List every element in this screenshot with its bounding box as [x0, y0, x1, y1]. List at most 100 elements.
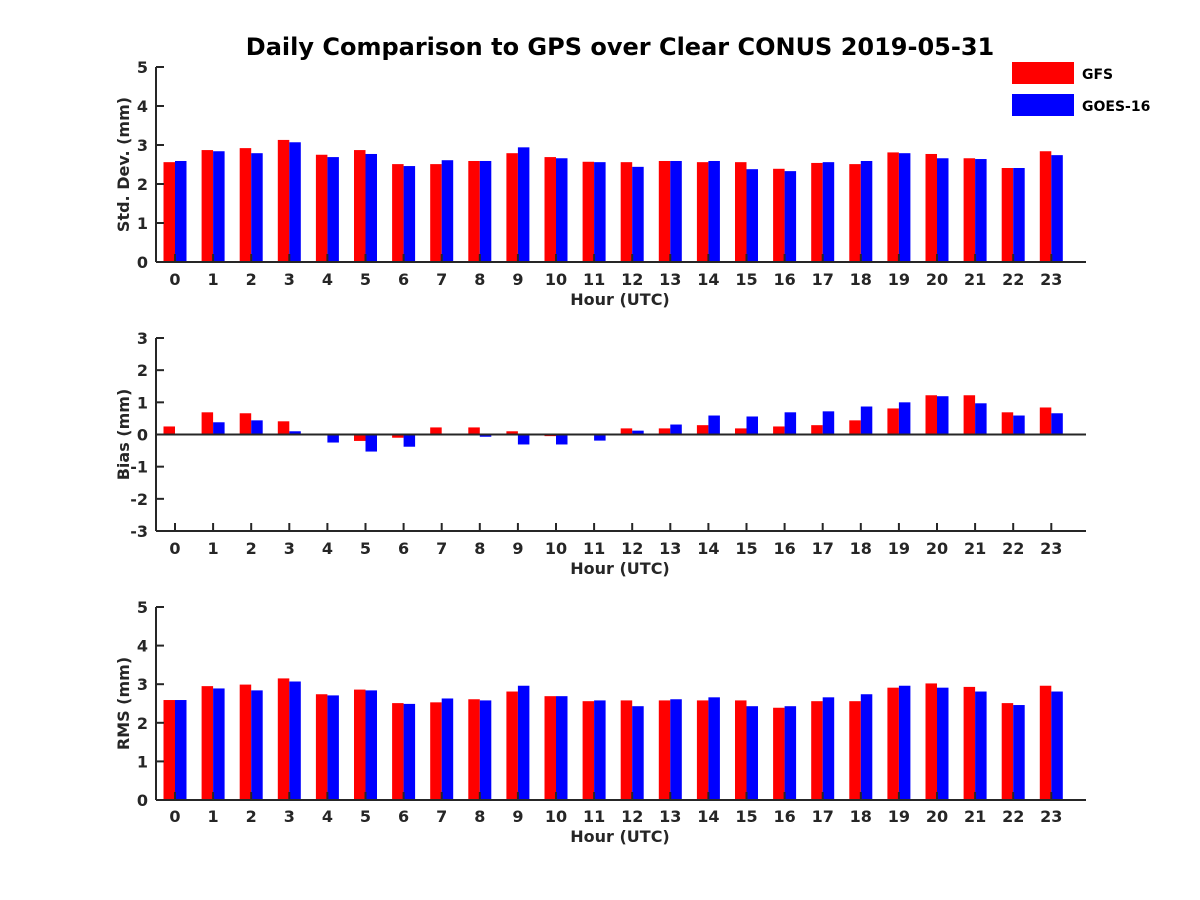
- x-tick-label: 16: [773, 539, 795, 558]
- bar-gfs-hour-8: [468, 427, 480, 435]
- x-tick-label: 11: [583, 539, 605, 558]
- bar-goes16-hour-7: [441, 698, 454, 800]
- x-tick-label: 14: [697, 539, 719, 558]
- bar-goes16-hour-0: [175, 160, 187, 262]
- bar-goes16-hour-21: [975, 403, 987, 435]
- x-tick-label: 15: [735, 270, 757, 289]
- x-tick-label: 12: [621, 807, 643, 826]
- y-tick-label: 2: [137, 714, 148, 733]
- x-tick-label: 17: [812, 807, 834, 826]
- x-tick-label: 14: [697, 807, 719, 826]
- x-tick-label: 2: [246, 539, 257, 558]
- bar-gfs-hour-11: [582, 701, 595, 800]
- legend: GFS GOES-16: [1012, 62, 1150, 116]
- x-tick-label: 2: [246, 270, 257, 289]
- bar-gfs-hour-15: [735, 162, 747, 262]
- bar-goes16-hour-21: [975, 691, 987, 800]
- bar-goes16-hour-12: [632, 430, 644, 435]
- y-tick-label: -3: [130, 522, 148, 541]
- bar-gfs-hour-1: [201, 150, 214, 262]
- x-tick-label: 23: [1040, 270, 1062, 289]
- x-tick-label: 21: [964, 539, 986, 558]
- x-tick-label: 7: [436, 807, 447, 826]
- bar-goes16-hour-5: [365, 690, 377, 800]
- bar-goes16-hour-6: [403, 434, 416, 447]
- bar-gfs-hour-22: [1001, 412, 1014, 435]
- bar-goes16-hour-18: [860, 406, 873, 435]
- y-tick-label: 3: [137, 675, 148, 694]
- x-tick-label: 3: [284, 539, 295, 558]
- x-tick-label: 21: [964, 270, 986, 289]
- bar-gfs-hour-19: [887, 152, 899, 262]
- bar-goes16-hour-19: [898, 402, 911, 435]
- x-tick-label: 11: [583, 807, 605, 826]
- bar-gfs-hour-23: [1039, 685, 1052, 800]
- bar-goes16-hour-1: [213, 151, 225, 262]
- bar-gfs-hour-10: [544, 696, 556, 800]
- bar-gfs-hour-2: [239, 148, 252, 262]
- bar-goes16-hour-15: [746, 416, 758, 435]
- x-tick-label: 6: [398, 270, 409, 289]
- y-tick-label: 5: [137, 598, 148, 617]
- x-tick-label: 5: [360, 807, 371, 826]
- x-tick-label: 1: [208, 270, 219, 289]
- bar-gfs-hour-8: [468, 160, 480, 262]
- y-tick-label: -1: [130, 458, 148, 477]
- bar-gfs-hour-7: [430, 427, 442, 435]
- bar-gfs-hour-6: [392, 703, 404, 800]
- bar-goes16-hour-20: [937, 687, 949, 800]
- bar-gfs-hour-1: [201, 686, 214, 800]
- bar-goes16-hour-0: [175, 700, 187, 800]
- bar-gfs-hour-14: [696, 162, 709, 262]
- bar-gfs-hour-20: [925, 153, 937, 262]
- bar-goes16-hour-6: [403, 703, 416, 800]
- bar-goes16-hour-8: [479, 160, 492, 262]
- x-tick-label: 15: [735, 539, 757, 558]
- bar-goes16-hour-9: [517, 685, 530, 800]
- x-tick-label: 4: [322, 270, 333, 289]
- bar-gfs-hour-1: [201, 412, 214, 435]
- x-tick-label: 10: [545, 539, 567, 558]
- legend-swatch-gfs: [1012, 62, 1074, 84]
- x-tick-label: 19: [888, 270, 910, 289]
- bar-gfs-hour-9: [506, 153, 518, 262]
- x-tick-label: 0: [169, 539, 180, 558]
- legend-label-goes16: GOES-16: [1082, 99, 1150, 115]
- x-tick-label: 4: [322, 539, 333, 558]
- x-tick-label: 22: [1002, 270, 1024, 289]
- bar-gfs-hour-21: [963, 686, 976, 800]
- bar-goes16-hour-1: [213, 422, 225, 435]
- x-tick-label: 10: [545, 807, 567, 826]
- bar-goes16-hour-23: [1051, 413, 1063, 435]
- x-tick-label: 6: [398, 539, 409, 558]
- x-tick-label: 20: [926, 539, 948, 558]
- x-tick-label: 16: [773, 807, 795, 826]
- bar-goes16-hour-14: [708, 415, 720, 435]
- x-tick-label: 13: [659, 539, 681, 558]
- bar-goes16-hour-16: [784, 706, 797, 800]
- bar-gfs-hour-21: [963, 395, 976, 435]
- x-tick-label: 18: [850, 270, 872, 289]
- x-tick-label: 9: [512, 270, 523, 289]
- bar-goes16-hour-10: [556, 696, 568, 800]
- bar-goes16-hour-2: [251, 690, 263, 800]
- bar-goes16-hour-14: [708, 697, 720, 800]
- bar-goes16-hour-19: [898, 153, 911, 262]
- x-tick-label: 20: [926, 270, 948, 289]
- bar-goes16-hour-13: [670, 424, 682, 435]
- bar-goes16-hour-2: [251, 153, 263, 262]
- bar-gfs-hour-13: [658, 428, 671, 435]
- bar-gfs-hour-13: [658, 700, 671, 800]
- bar-goes16-hour-13: [670, 160, 682, 262]
- bar-gfs-hour-8: [468, 699, 480, 800]
- bar-goes16-hour-7: [441, 160, 454, 262]
- bar-goes16-hour-13: [670, 699, 682, 800]
- bar-gfs-hour-20: [925, 395, 937, 435]
- bar-goes16-hour-19: [898, 685, 911, 800]
- bar-goes16-hour-22: [1013, 415, 1025, 435]
- bar-gfs-hour-9: [506, 431, 518, 435]
- x-tick-label: 16: [773, 270, 795, 289]
- x-axis-label: Hour (UTC): [570, 290, 670, 309]
- x-tick-label: 19: [888, 539, 910, 558]
